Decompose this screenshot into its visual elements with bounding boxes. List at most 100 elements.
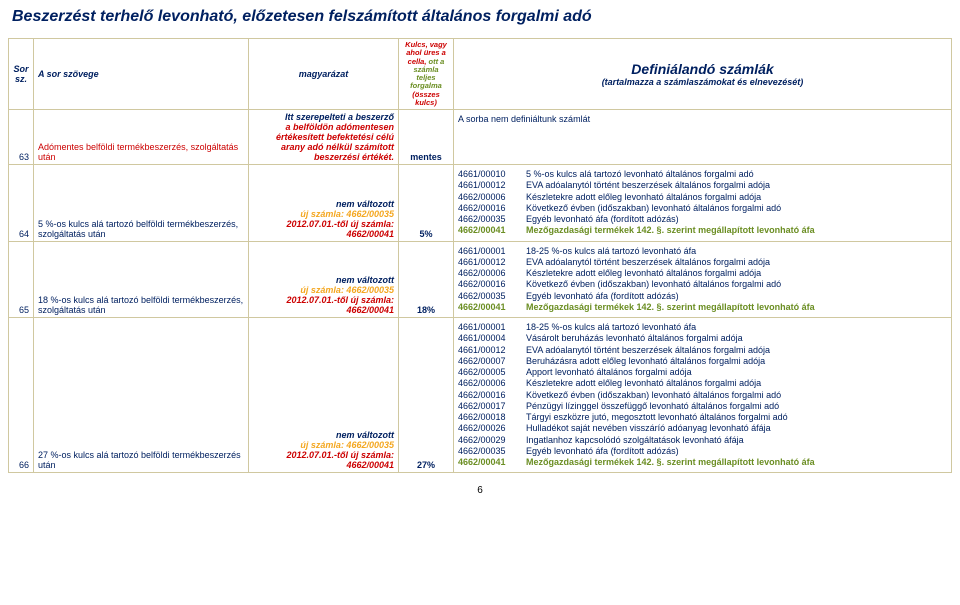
row-kulcs: 18% bbox=[399, 241, 454, 318]
row-number: 66 bbox=[9, 318, 34, 473]
row-kulcs: 27% bbox=[399, 318, 454, 473]
def-code: 4662/00006 bbox=[458, 268, 526, 279]
magy-line: 2012.07.01.-től új számla: 4662/00041 bbox=[286, 219, 394, 239]
def-code: 4662/00035 bbox=[458, 214, 526, 225]
def-text: EVA adóalanytól történt beszerzések álta… bbox=[526, 257, 770, 267]
def-text: EVA adóalanytól történt beszerzések álta… bbox=[526, 180, 770, 190]
row-magy: nem változottúj számla: 4662/000352012.0… bbox=[249, 318, 399, 473]
def-code: 4662/00041 bbox=[458, 302, 526, 313]
def-code: 4662/00035 bbox=[458, 446, 526, 457]
row-kulcs: mentes bbox=[399, 110, 454, 165]
def-text: Következő évben (időszakban) levonható á… bbox=[526, 279, 781, 289]
row-number: 65 bbox=[9, 241, 34, 318]
def-code: 4662/00017 bbox=[458, 401, 526, 412]
row-szoveg: Adómentes belföldi termékbeszerzés, szol… bbox=[34, 110, 249, 165]
row-magy: nem változottúj számla: 4662/000352012.0… bbox=[249, 241, 399, 318]
def-line: 4661/0000118-25 %-os kulcs alá tartozó l… bbox=[458, 322, 947, 333]
header-def-sub: (tartalmazza a számlaszámokat és elnevez… bbox=[602, 77, 804, 87]
header-szoveg: A sor szövege bbox=[34, 39, 249, 110]
def-line: 4662/00029Ingatlanhoz kapcsolódó szolgál… bbox=[458, 435, 947, 446]
magy-line: nem változott bbox=[336, 275, 394, 285]
def-line: 4662/00006Készletekre adott előleg levon… bbox=[458, 268, 947, 279]
magy-line: 2012.07.01.-től új számla: 4662/00041 bbox=[286, 450, 394, 470]
page-number: 6 bbox=[8, 485, 952, 496]
magy-line: nem változott bbox=[336, 199, 394, 209]
def-line: 4662/00016Következő évben (időszakban) l… bbox=[458, 203, 947, 214]
def-code: 4662/00029 bbox=[458, 435, 526, 446]
def-line: 4662/00017Pénzügyi lízinggel összefüggő … bbox=[458, 401, 947, 412]
def-line: 4662/00035Egyéb levonható áfa (fordított… bbox=[458, 446, 947, 457]
def-text: Mezőgazdasági termékek 142. §. szerint m… bbox=[526, 225, 815, 235]
def-code: 4661/00004 bbox=[458, 333, 526, 344]
def-text: A sorba nem definiáltunk számlát bbox=[458, 114, 590, 124]
table-row: 63Adómentes belföldi termékbeszerzés, sz… bbox=[9, 110, 952, 165]
def-text: Beruházásra adott előleg levonható által… bbox=[526, 356, 765, 366]
magy-line: a belföldön adómentesen értékesített bef… bbox=[276, 122, 394, 162]
def-code: 4662/00041 bbox=[458, 225, 526, 236]
def-text: Tárgyi eszközre jutó, megosztott levonha… bbox=[526, 412, 788, 422]
def-text: Következő évben (időszakban) levonható á… bbox=[526, 390, 781, 400]
def-text: Egyéb levonható áfa (fordított adózás) bbox=[526, 291, 679, 301]
def-line: 4661/00012EVA adóalanytól történt beszer… bbox=[458, 180, 947, 191]
def-line: 4662/00041Mezőgazdasági termékek 142. §.… bbox=[458, 457, 947, 468]
row-number: 64 bbox=[9, 165, 34, 242]
row-def: A sorba nem definiáltunk számlát bbox=[454, 110, 952, 165]
row-szoveg: 18 %-os kulcs alá tartozó belföldi termé… bbox=[34, 241, 249, 318]
row-number: 63 bbox=[9, 110, 34, 165]
def-line: 4662/00041Mezőgazdasági termékek 142. §.… bbox=[458, 302, 947, 313]
def-line: 4662/00035Egyéb levonható áfa (fordított… bbox=[458, 291, 947, 302]
def-text: Pénzügyi lízinggel összefüggő levonható … bbox=[526, 401, 779, 411]
def-text: 18-25 %-os kulcs alá tartozó levonható á… bbox=[526, 322, 696, 332]
def-line: 4662/00041Mezőgazdasági termékek 142. §.… bbox=[458, 225, 947, 236]
header-def: Definiálandó számlák (tartalmazza a szám… bbox=[454, 39, 952, 110]
row-magy: Itt szerepelteti a beszerző a belföldön … bbox=[249, 110, 399, 165]
def-code: 4661/00001 bbox=[458, 246, 526, 257]
row-szoveg: 5 %-os kulcs alá tartozó belföldi termék… bbox=[34, 165, 249, 242]
row-szoveg: 27 %-os kulcs alá tartozó belföldi termé… bbox=[34, 318, 249, 473]
def-line: 4662/00006Készletekre adott előleg levon… bbox=[458, 378, 947, 389]
def-code: 4662/00006 bbox=[458, 192, 526, 203]
def-code: 4662/00041 bbox=[458, 457, 526, 468]
def-code: 4661/00012 bbox=[458, 345, 526, 356]
def-line: A sorba nem definiáltunk számlát bbox=[458, 114, 947, 125]
header-sor: Sor sz. bbox=[9, 39, 34, 110]
def-text: Apport levonható általános forgalmi adój… bbox=[526, 367, 692, 377]
def-code: 4662/00016 bbox=[458, 279, 526, 290]
row-def: 4661/0000118-25 %-os kulcs alá tartozó l… bbox=[454, 241, 952, 318]
header-row: Sor sz. A sor szövege magyarázat Kulcs, … bbox=[9, 39, 952, 110]
def-line: 4662/00016Következő évben (időszakban) l… bbox=[458, 390, 947, 401]
def-text: 5 %-os kulcs alá tartozó levonható által… bbox=[526, 169, 754, 179]
header-def-main: Definiálandó számlák bbox=[458, 61, 947, 77]
def-text: Egyéb levonható áfa (fordított adózás) bbox=[526, 446, 679, 456]
def-line: 4661/000105 %-os kulcs alá tartozó levon… bbox=[458, 169, 947, 180]
def-line: 4662/00035Egyéb levonható áfa (fordított… bbox=[458, 214, 947, 225]
def-text: EVA adóalanytól történt beszerzések álta… bbox=[526, 345, 770, 355]
def-text: Készletekre adott előleg levonható által… bbox=[526, 192, 761, 202]
def-line: 4662/00005Apport levonható általános for… bbox=[458, 367, 947, 378]
page-title: Beszerzést terhelő levonható, előzetesen… bbox=[8, 8, 952, 26]
def-text: Egyéb levonható áfa (fordított adózás) bbox=[526, 214, 679, 224]
def-code: 4662/00018 bbox=[458, 412, 526, 423]
main-table: Sor sz. A sor szövege magyarázat Kulcs, … bbox=[8, 38, 952, 473]
def-code: 4662/00035 bbox=[458, 291, 526, 302]
def-text: Hulladékot saját nevében visszáríó adóan… bbox=[526, 423, 771, 433]
def-line: 4661/00012EVA adóalanytól történt beszer… bbox=[458, 345, 947, 356]
row-magy: nem változottúj számla: 4662/000352012.0… bbox=[249, 165, 399, 242]
header-magy: magyarázat bbox=[249, 39, 399, 110]
def-text: Következő évben (időszakban) levonható á… bbox=[526, 203, 781, 213]
table-row: 645 %-os kulcs alá tartozó belföldi term… bbox=[9, 165, 952, 242]
def-line: 4662/00018Tárgyi eszközre jutó, megoszto… bbox=[458, 412, 947, 423]
def-code: 4661/00012 bbox=[458, 257, 526, 268]
def-line: 4661/00012EVA adóalanytól történt beszer… bbox=[458, 257, 947, 268]
def-code: 4661/00010 bbox=[458, 169, 526, 180]
header-kulcs-red-post: (összes kulcs) bbox=[412, 90, 440, 107]
def-line: 4661/0000118-25 %-os kulcs alá tartozó l… bbox=[458, 246, 947, 257]
def-line: 4662/00026Hulladékot saját nevében vissz… bbox=[458, 423, 947, 434]
magy-line: 2012.07.01.-től új számla: 4662/00041 bbox=[286, 295, 394, 315]
magy-line: Itt szerepelteti a beszerző bbox=[285, 112, 394, 122]
magy-line: új számla: 4662/00035 bbox=[300, 209, 394, 219]
def-text: Ingatlanhoz kapcsolódó szolgáltatások le… bbox=[526, 435, 744, 445]
def-line: 4662/00006Készletekre adott előleg levon… bbox=[458, 192, 947, 203]
def-text: Készletekre adott előleg levonható által… bbox=[526, 268, 761, 278]
def-code: 4661/00012 bbox=[458, 180, 526, 191]
